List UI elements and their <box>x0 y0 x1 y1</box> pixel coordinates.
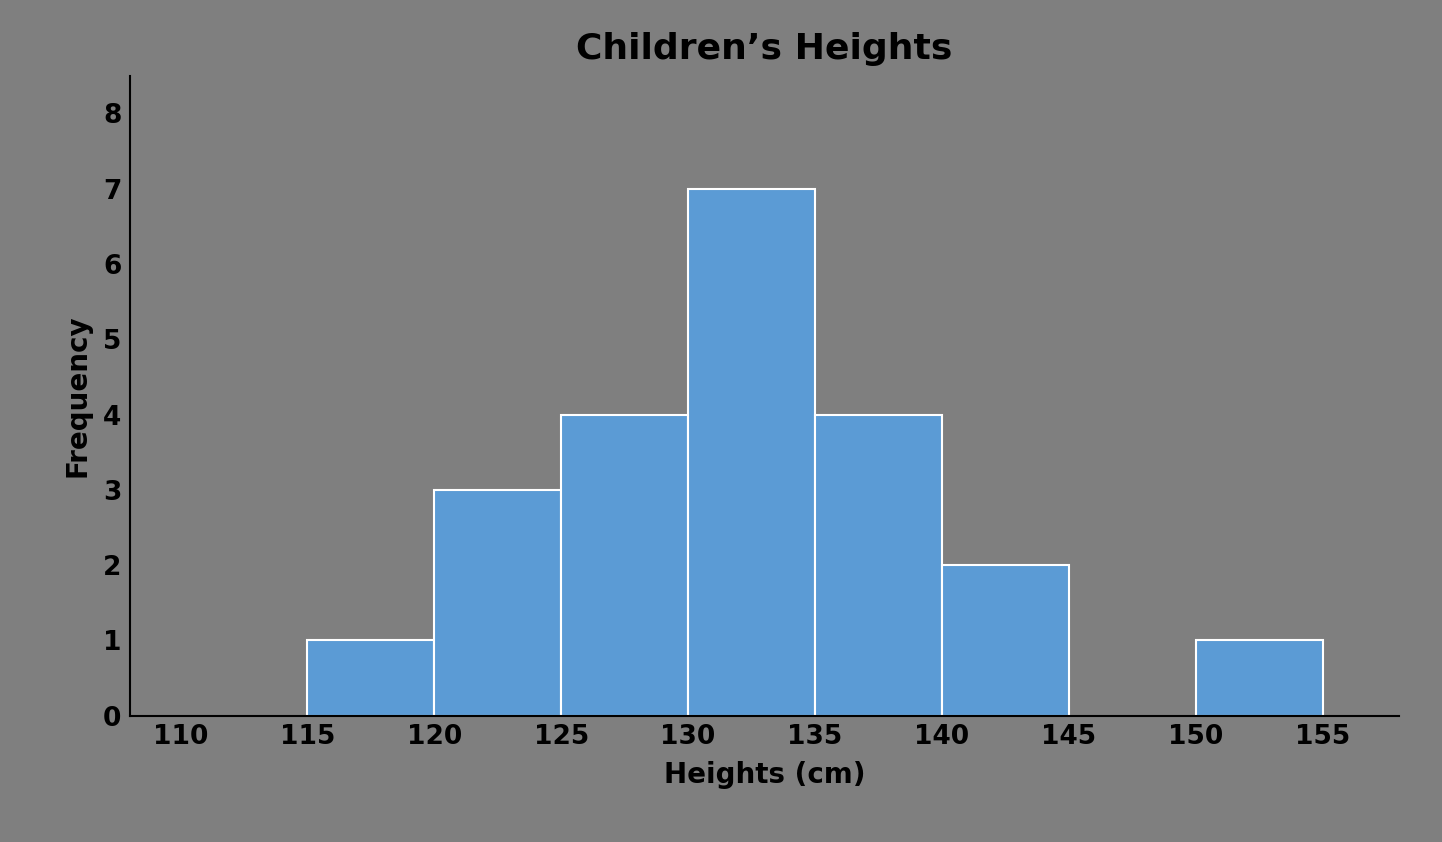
X-axis label: Heights (cm): Heights (cm) <box>663 761 865 789</box>
Bar <box>307 641 434 716</box>
Bar <box>434 490 561 716</box>
Y-axis label: Frequency: Frequency <box>63 314 92 477</box>
Bar <box>942 565 1069 716</box>
Bar <box>688 189 815 716</box>
Bar <box>1195 641 1322 716</box>
Title: Children’s Heights: Children’s Heights <box>575 32 953 67</box>
Bar <box>815 414 942 716</box>
Bar <box>561 414 688 716</box>
